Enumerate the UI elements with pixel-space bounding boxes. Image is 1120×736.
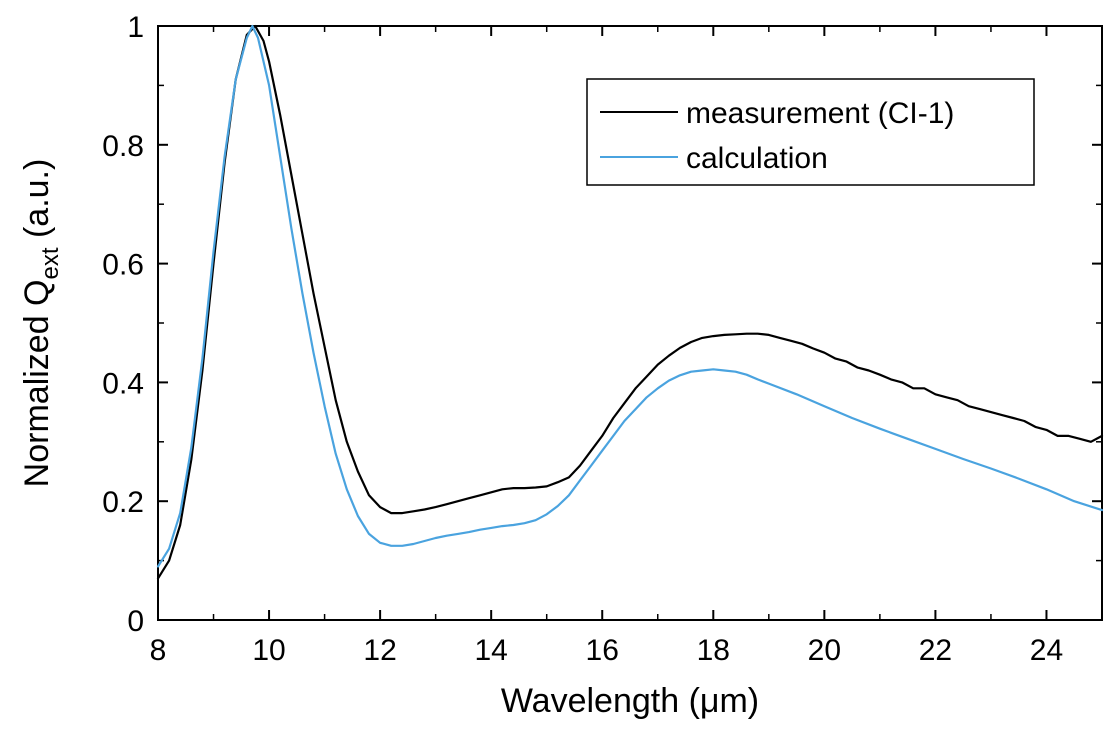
series-group xyxy=(156,24,1104,580)
x-tick-label: 14 xyxy=(474,634,507,667)
y-tick-label: 0.4 xyxy=(102,367,144,400)
x-tick-label: 8 xyxy=(150,634,167,667)
x-tick-label: 24 xyxy=(1030,634,1063,667)
y-axis-title-unit: (a.u.) xyxy=(18,159,56,248)
y-tick-label: 0.6 xyxy=(102,249,144,282)
legend-box xyxy=(586,78,1035,186)
legend: measurement (CI-1) calculation xyxy=(586,78,1035,186)
series-line-calculation xyxy=(156,24,1104,568)
x-tick-label: 16 xyxy=(586,634,619,667)
y-axis-ticks: 0 0.2 0.4 0.6 0.8 1 xyxy=(102,11,1102,638)
x-tick-label: 20 xyxy=(808,634,841,667)
y-tick-label: 0.2 xyxy=(102,486,144,519)
x-tick-label: 10 xyxy=(252,634,285,667)
x-axis-ticks: 8 10 12 14 16 18 20 22 24 xyxy=(150,26,1063,667)
legend-label-calculation: calculation xyxy=(686,142,828,175)
x-tick-label: 18 xyxy=(697,634,730,667)
y-tick-label: 0 xyxy=(127,605,144,638)
legend-label-measurement: measurement (CI-1) xyxy=(686,97,954,130)
y-tick-label: 1 xyxy=(127,11,144,44)
y-axis-title: Normalized Qext (a.u.) xyxy=(18,159,64,488)
x-tick-label: 22 xyxy=(919,634,952,667)
y-axis-title-main: Normalized Q xyxy=(18,279,56,487)
y-tick-label: 0.8 xyxy=(102,130,144,163)
y-axis-title-subscript: ext xyxy=(37,247,64,279)
x-axis-title: Wavelength (μm) xyxy=(501,682,759,720)
series-line-measurement xyxy=(156,24,1104,580)
x-tick-label: 12 xyxy=(363,634,396,667)
